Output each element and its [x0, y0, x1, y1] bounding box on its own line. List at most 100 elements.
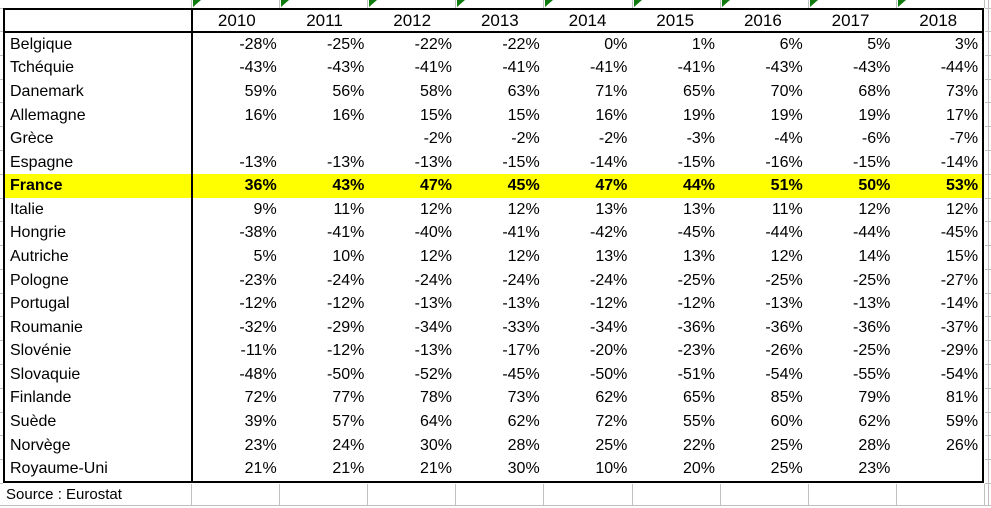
- source-cell[interactable]: Source : Eurostat: [6, 486, 122, 503]
- cell-value[interactable]: -12%: [326, 295, 365, 313]
- col-header-year[interactable]: 2012: [393, 10, 432, 30]
- cell-value[interactable]: 19%: [770, 106, 803, 124]
- cell-value[interactable]: -36%: [677, 318, 716, 336]
- cell-value[interactable]: 11%: [333, 200, 365, 218]
- cell-value[interactable]: -44%: [765, 224, 803, 242]
- cell-value[interactable]: 71%: [595, 82, 628, 100]
- cell-value[interactable]: -14%: [940, 295, 979, 313]
- cell-value[interactable]: 16%: [332, 106, 365, 124]
- cell-value[interactable]: 53%: [946, 177, 979, 195]
- cell-country[interactable]: Finlande: [5, 386, 193, 411]
- cell-value[interactable]: -43%: [326, 59, 365, 77]
- cell-value[interactable]: 25%: [770, 436, 803, 454]
- cell-value[interactable]: -29%: [326, 318, 365, 336]
- cell-value[interactable]: 12%: [419, 200, 453, 218]
- cell-value[interactable]: -54%: [765, 365, 803, 383]
- cell-value[interactable]: 26%: [946, 436, 979, 454]
- cell-value[interactable]: [193, 127, 281, 151]
- cell-value[interactable]: -7%: [949, 130, 979, 148]
- cell-value[interactable]: 12%: [858, 200, 891, 218]
- cell-value[interactable]: -36%: [765, 318, 803, 336]
- cell-value[interactable]: 28%: [858, 436, 891, 454]
- cell-value[interactable]: -4%: [774, 130, 803, 148]
- cell-country[interactable]: Italie: [5, 198, 193, 222]
- cell-value[interactable]: -12%: [239, 295, 277, 313]
- cell-value[interactable]: -36%: [853, 318, 891, 336]
- cell-value[interactable]: 13%: [595, 200, 628, 218]
- cell-value[interactable]: -15%: [502, 153, 540, 171]
- cell-value[interactable]: -13%: [853, 295, 891, 313]
- cell-value[interactable]: 16%: [244, 106, 277, 124]
- cell-value[interactable]: 70%: [770, 82, 803, 100]
- col-header-year[interactable]: 2011: [306, 10, 343, 30]
- cell-value[interactable]: 20%: [683, 460, 716, 478]
- cell-value[interactable]: -48%: [239, 365, 277, 383]
- cell-value[interactable]: 73%: [507, 389, 540, 407]
- cell-value[interactable]: -42%: [590, 224, 628, 242]
- cell-value[interactable]: -24%: [502, 271, 540, 289]
- cell-value[interactable]: -13%: [414, 342, 453, 360]
- cell-value[interactable]: 68%: [858, 82, 891, 100]
- cell-value[interactable]: -23%: [677, 342, 716, 360]
- cell-value[interactable]: 14%: [858, 247, 891, 265]
- cell-country[interactable]: Espagne: [5, 150, 193, 175]
- cell-value[interactable]: -13%: [502, 295, 540, 313]
- cell-value[interactable]: 47%: [419, 177, 453, 195]
- cell-value[interactable]: 72%: [595, 413, 628, 431]
- cell-value[interactable]: 28%: [507, 436, 540, 454]
- cell-value[interactable]: 55%: [683, 413, 716, 431]
- cell-country[interactable]: Portugal: [5, 292, 193, 316]
- cell-value[interactable]: 21%: [244, 460, 277, 478]
- cell-value[interactable]: 17%: [946, 106, 979, 124]
- cell-value[interactable]: 12%: [946, 200, 979, 218]
- cell-value[interactable]: -41%: [590, 59, 628, 77]
- cell-value[interactable]: 12%: [507, 247, 540, 265]
- cell-country[interactable]: Allemagne: [5, 103, 193, 128]
- cell-value[interactable]: 12%: [419, 247, 453, 265]
- cell-value[interactable]: -3%: [686, 130, 716, 148]
- cell-value[interactable]: 36%: [244, 177, 277, 195]
- cell-value[interactable]: 72%: [244, 389, 277, 407]
- cell-value[interactable]: 44%: [683, 177, 716, 195]
- cell-value[interactable]: 30%: [507, 460, 540, 478]
- cell-value[interactable]: 57%: [332, 413, 365, 431]
- cell-value[interactable]: -50%: [590, 365, 628, 383]
- cell-value[interactable]: -2%: [511, 130, 540, 148]
- cell-value[interactable]: 63%: [507, 82, 540, 100]
- col-header-year[interactable]: 2015: [656, 10, 695, 30]
- cell-value[interactable]: -24%: [326, 271, 365, 289]
- cell-value[interactable]: 39%: [244, 413, 277, 431]
- cell-value[interactable]: -13%: [414, 153, 453, 171]
- cell-value[interactable]: 21%: [419, 460, 453, 478]
- cell-value[interactable]: -38%: [239, 224, 277, 242]
- cell-value[interactable]: -25%: [765, 271, 803, 289]
- cell-value[interactable]: -13%: [326, 153, 365, 171]
- cell-value[interactable]: 79%: [858, 389, 891, 407]
- cell-value[interactable]: -52%: [414, 365, 453, 383]
- cell-value[interactable]: 19%: [858, 106, 891, 124]
- cell-value[interactable]: 50%: [858, 177, 891, 195]
- cell-value[interactable]: -22%: [414, 35, 453, 53]
- cell-value[interactable]: -55%: [853, 365, 891, 383]
- cell-country[interactable]: Suède: [5, 410, 193, 434]
- cell-value[interactable]: 23%: [858, 460, 891, 478]
- cell-value[interactable]: 12%: [507, 200, 540, 218]
- cell-value[interactable]: 65%: [683, 82, 716, 100]
- col-header-year[interactable]: 2016: [743, 10, 782, 30]
- cell-value[interactable]: -26%: [765, 342, 803, 360]
- cell-value[interactable]: 23%: [244, 436, 277, 454]
- cell-value[interactable]: -41%: [326, 224, 365, 242]
- cell-value[interactable]: 81%: [946, 389, 979, 407]
- cell-value[interactable]: -41%: [502, 59, 540, 77]
- cell-value[interactable]: 77%: [332, 389, 365, 407]
- cell-value[interactable]: 85%: [770, 389, 803, 407]
- cell-value[interactable]: -37%: [940, 318, 979, 336]
- cell-value[interactable]: 13%: [683, 247, 716, 265]
- cell-value[interactable]: -29%: [940, 342, 979, 360]
- cell-value[interactable]: 30%: [419, 436, 453, 454]
- col-header-year[interactable]: 2014: [568, 10, 607, 30]
- cell-value[interactable]: -13%: [239, 153, 277, 171]
- cell-value[interactable]: 64%: [419, 413, 453, 431]
- cell-value[interactable]: 9%: [253, 200, 277, 218]
- cell-value[interactable]: -54%: [940, 365, 979, 383]
